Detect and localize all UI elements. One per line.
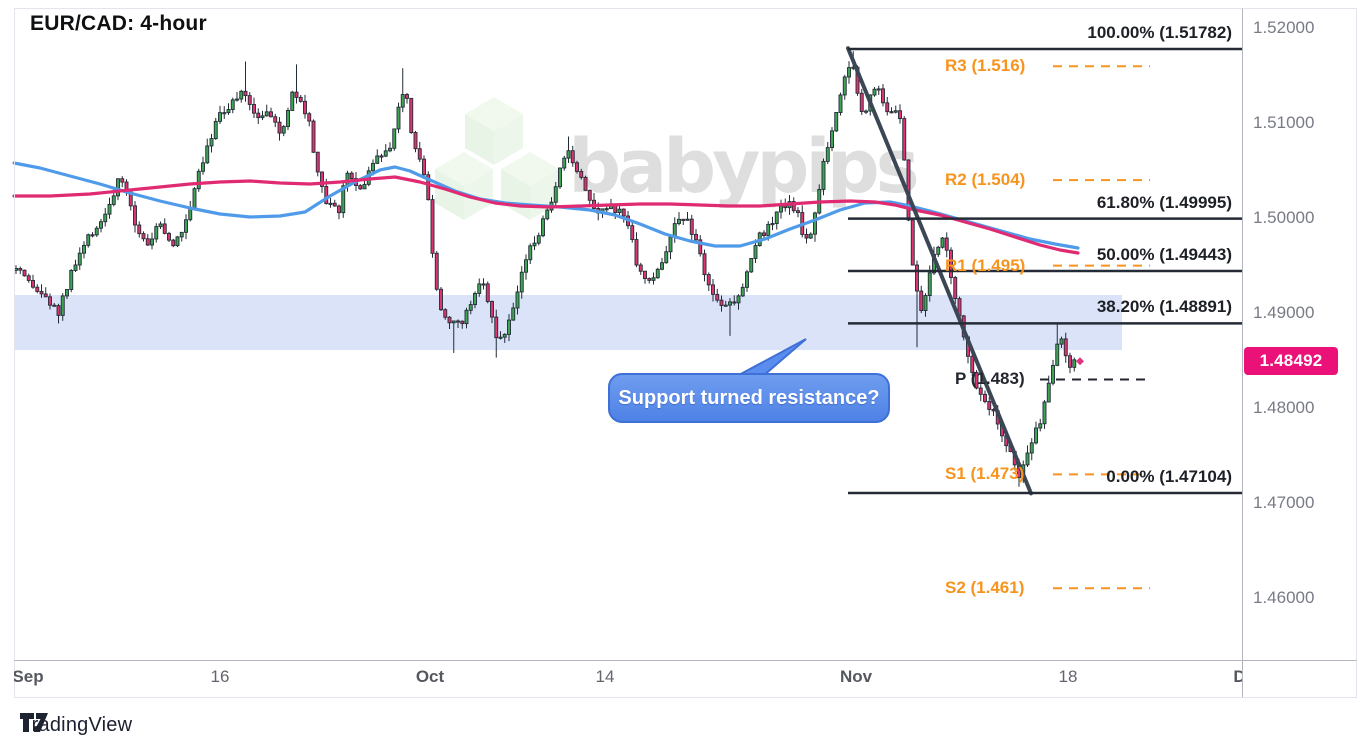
pivot-label-R3: R3 (1.516) (945, 56, 1026, 76)
fib-label-50: 50.00% (1.49443) (1096, 244, 1232, 264)
candlestick-series (14, 51, 1077, 487)
chart-overlays[interactable] (12, 46, 1242, 590)
time-tick-18: 18 (1058, 667, 1078, 686)
watermark-text: babypips (568, 124, 916, 210)
price-tick-1.50000: 1.50000 (1253, 208, 1315, 228)
price-tick-1.47000: 1.47000 (1253, 492, 1315, 512)
last-price-marker (1076, 357, 1084, 366)
fib-label-38.2: 38.20% (1.48891) (1096, 297, 1232, 317)
price-tick-1.52000: 1.52000 (1253, 18, 1315, 38)
pivot-label-R1: R1 (1.495) (945, 255, 1026, 275)
time-tick-Oct: Oct (415, 667, 445, 686)
fib-label-100: 100.00% (1.51782) (1087, 23, 1232, 42)
price-tick-1.46000: 1.46000 (1253, 587, 1315, 607)
tradingview-logo-icon (20, 713, 48, 732)
pivot-label-S2: S2 (1.461) (945, 578, 1025, 598)
price-tick-1.49000: 1.49000 (1253, 303, 1315, 323)
time-tick-Dec: Dec (1233, 667, 1242, 686)
time-tick-16: 16 (210, 667, 230, 686)
fib-label-61.8: 61.80% (1.49995) (1096, 192, 1232, 212)
pivot-label-R2: R2 (1.504) (945, 170, 1026, 190)
tradingview-brand: TradingView (20, 713, 133, 736)
time-tick-Nov: Nov (839, 667, 873, 686)
price-tick-1.51000: 1.51000 (1253, 113, 1315, 133)
ma-pink (12, 175, 1080, 255)
footer: TradingView (20, 710, 132, 740)
last-price-badge: 1.48492 (1244, 347, 1338, 375)
time-axis[interactable]: Sep 16 Oct 14 Nov 18 Dec (14, 660, 1242, 697)
fib-label-0: 0.00% (1.47104) (1106, 466, 1232, 486)
chart-title: EUR/CAD: 4-hour (30, 12, 207, 35)
time-tick-Sep: Sep (14, 667, 44, 686)
time-tick-14: 14 (595, 667, 615, 686)
chart-frame (14, 8, 1357, 698)
pivot-label-S1: S1 (1.473) (945, 464, 1025, 484)
price-tick-1.48000: 1.48000 (1253, 397, 1315, 417)
support-resistance-callout[interactable]: Support turned resistance? (608, 373, 890, 423)
pivot-label-P: P (1.483) (955, 369, 1025, 389)
